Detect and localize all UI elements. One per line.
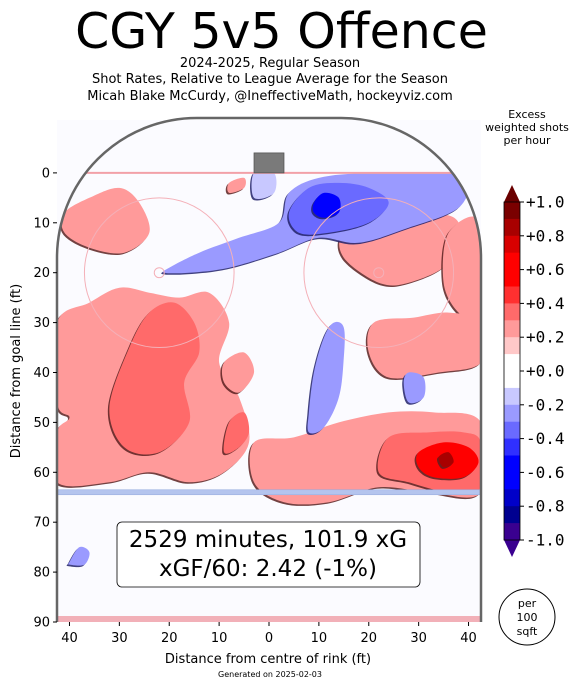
colorbar-segment: [504, 371, 520, 389]
colorbar-tick-label: -0.6: [526, 463, 565, 482]
x-tick-label: 30: [111, 631, 128, 646]
y-tick-label: 0: [42, 166, 50, 181]
x-tick-label: 30: [410, 631, 427, 646]
y-tick-label: 10: [33, 216, 50, 231]
chart-subtitle-season: 2024-2025, Regular Season: [179, 56, 361, 71]
heatmap-region: [109, 302, 200, 455]
colorbar-tick-label: +0.6: [526, 260, 565, 279]
generated-date: Generated on 2025-02-03: [218, 670, 322, 679]
chart-title: CGY 5v5 Offence: [75, 3, 488, 60]
y-tick-label: 60: [33, 466, 50, 481]
summary-minutes-xg: 2529 minutes, 101.9 xG: [129, 527, 407, 553]
chart-subtitle-metric: Shot Rates, Relative to League Average f…: [91, 72, 449, 87]
colorbar-segment: [504, 202, 520, 220]
heatmap-region: [223, 412, 250, 454]
colorbar-tick-label: +0.8: [526, 226, 565, 245]
axes: 0 10 20 30 40 50 60 70 80 90 40 30 20 10 0 10 20 30 40: [33, 166, 476, 646]
y-tick-label: 90: [33, 616, 50, 631]
y-tick-label: 50: [33, 416, 50, 431]
y-tick-label: 70: [33, 516, 50, 531]
colorbar-segment: [504, 218, 520, 237]
x-tick-label: 10: [211, 631, 228, 646]
colorbar-tick-label: -0.8: [526, 497, 565, 516]
colorbar-tick-label: -0.2: [526, 395, 565, 414]
plot-area: [57, 152, 481, 622]
colorbar-segment: [504, 303, 520, 321]
heatmap-region: [367, 312, 481, 379]
per-area-line: per: [518, 597, 537, 610]
heatmap-region: [312, 192, 341, 218]
rink-markings: [57, 152, 481, 622]
colorbar-segment: [504, 421, 520, 440]
x-tick-label: 40: [460, 631, 477, 646]
heatmap-region: [227, 177, 246, 194]
colorbar-tick-label: -1.0: [526, 531, 565, 550]
colorbar-tick-label: +0.4: [526, 294, 565, 313]
x-axis-label: Distance from centre of rink (ft): [165, 652, 371, 667]
colorbar: +1.0 +0.8 +0.6 +0.4 +0.2 +0.0 -0.2 -0.4 -0.6 -0.8…: [503, 185, 565, 557]
colorbar-tick-label: +1.0: [526, 193, 565, 212]
summary-box: 2529 minutes, 101.9 xG xGF/60: 2.42 (-1%…: [116, 521, 421, 588]
colorbar-segment: [504, 235, 520, 254]
faceoff-circle: [83, 197, 235, 349]
chart-subtitle-author: Micah Blake McCurdy, @IneffectiveMath, h…: [87, 89, 453, 104]
colorbar-segment: [504, 269, 520, 287]
colorbar-segment: [504, 286, 520, 304]
colorbar-tick-label: +0.2: [526, 328, 565, 347]
heatmap-region: [403, 372, 426, 404]
colorbar-title-line: Excess: [508, 108, 546, 121]
colorbar-segment: [504, 320, 520, 338]
heatmap-region: [67, 546, 90, 566]
x-tick-label: 20: [161, 631, 178, 646]
x-tick-label: 10: [311, 631, 328, 646]
y-tick-label: 20: [33, 266, 50, 281]
centre-line: [57, 616, 481, 622]
colorbar-segment: [504, 387, 520, 406]
per-area-badge: per 100 sqft: [498, 588, 556, 646]
per-area-circle: [498, 588, 556, 646]
colorbar-segment: [504, 489, 520, 507]
colorbar-segment: [504, 438, 520, 456]
colorbar-segment: [504, 523, 520, 541]
y-tick-label: 40: [33, 366, 50, 381]
rink-boards: [55, 116, 483, 622]
x-tick-label: 0: [265, 631, 273, 646]
colorbar-title: Excess weighted shots per hour: [478, 108, 576, 147]
colorbar-segment: [504, 354, 520, 372]
heatmap-region: [251, 170, 277, 200]
heatmap-region: [438, 452, 454, 468]
blue-line: [57, 489, 481, 496]
colorbar-segment: [504, 506, 520, 524]
faceoff-dot: [373, 267, 385, 279]
y-tick-label: 30: [33, 316, 50, 331]
per-area-line: 100: [517, 611, 538, 624]
heatmap-region: [221, 352, 255, 393]
colorbar-title-line: weighted shots: [485, 121, 569, 134]
summary-box-frame: [116, 521, 421, 588]
colorbar-segment: [504, 337, 520, 355]
colorbar-tick-label: +0.0: [526, 362, 565, 381]
colorbar-tick-label: -0.4: [526, 429, 565, 448]
colorbar-bottom-arrow: [504, 540, 520, 557]
x-tick-label: 20: [360, 631, 377, 646]
faceoff-circle: [303, 197, 455, 349]
faceoff-dot: [153, 267, 165, 279]
heatmap-region: [307, 321, 345, 434]
x-tick-label: 40: [61, 631, 78, 646]
y-tick-label: 80: [33, 566, 50, 581]
heatmap-regions: [57, 170, 481, 568]
summary-xgf60: xGF/60: 2.42 (-1%): [159, 556, 377, 582]
colorbar-segment: [504, 472, 520, 490]
colorbar-title-line: per hour: [503, 134, 551, 147]
heatmap-region: [442, 216, 481, 329]
per-area-line: sqft: [517, 625, 538, 638]
goal-net: [253, 152, 285, 174]
colorbar-segment: [504, 404, 520, 423]
y-axis-label: Distance from goal line (ft): [9, 284, 24, 458]
colorbar-segment: [504, 455, 520, 473]
colorbar-top-arrow: [504, 185, 520, 202]
colorbar-segment: [504, 252, 520, 271]
